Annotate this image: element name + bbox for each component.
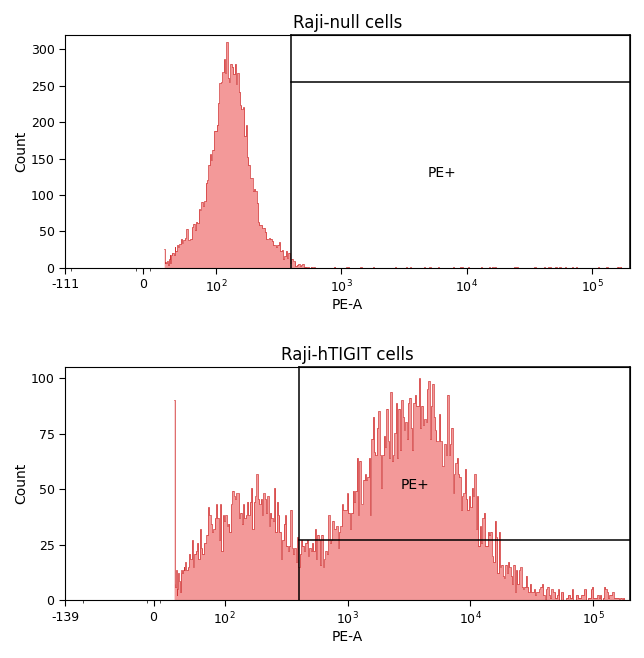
X-axis label: PE-A: PE-A <box>332 297 363 312</box>
Text: PE+: PE+ <box>401 478 430 492</box>
Y-axis label: Count: Count <box>14 131 28 172</box>
Text: PE+: PE+ <box>428 166 456 180</box>
Title: Raji-hTIGIT cells: Raji-hTIGIT cells <box>281 346 414 365</box>
X-axis label: PE-A: PE-A <box>332 630 363 644</box>
Title: Raji-null cells: Raji-null cells <box>293 14 402 32</box>
Y-axis label: Count: Count <box>14 463 28 505</box>
